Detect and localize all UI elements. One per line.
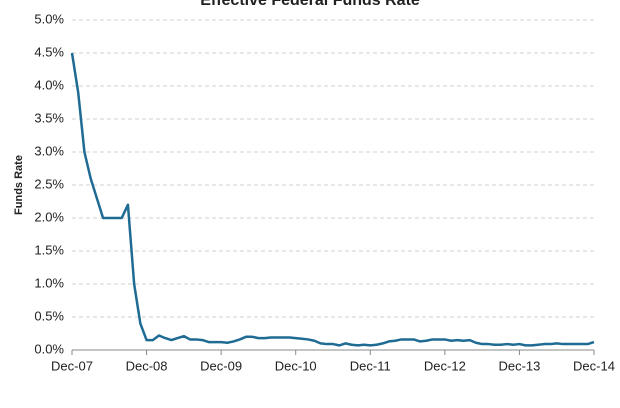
y-tick-label: 0.0% — [34, 341, 64, 356]
y-tick-label: 4.5% — [34, 44, 64, 59]
y-tick-label: 0.5% — [34, 308, 64, 323]
x-tick-label: Dec-08 — [126, 358, 168, 373]
y-tick-label: 3.0% — [34, 143, 64, 158]
x-tick-label: Dec-09 — [200, 358, 242, 373]
chart-title: Effective Federal Funds Rate — [200, 0, 420, 9]
x-tick-label: Dec-10 — [275, 358, 317, 373]
y-tick-label: 5.0% — [34, 11, 64, 26]
x-tick-label: Dec-12 — [424, 358, 466, 373]
y-tick-label: 1.5% — [34, 242, 64, 257]
line-series — [70, 52, 595, 347]
x-tick-label: Dec-14 — [573, 358, 615, 373]
y-tick-label: 3.5% — [34, 110, 64, 125]
y-axis-label: Funds Rate — [13, 155, 25, 215]
y-tick-label: 2.0% — [34, 209, 64, 224]
y-tick-label: 1.0% — [34, 275, 64, 290]
x-tick-label: Dec-13 — [498, 358, 540, 373]
x-tick-label: Dec-07 — [51, 358, 93, 373]
x-tick-label: Dec-11 — [350, 358, 391, 373]
y-tick-label: 2.5% — [34, 176, 64, 191]
y-tick-label: 4.0% — [34, 77, 64, 92]
